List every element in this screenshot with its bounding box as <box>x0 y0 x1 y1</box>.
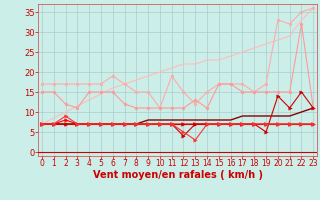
X-axis label: Vent moyen/en rafales ( km/h ): Vent moyen/en rafales ( km/h ) <box>92 170 263 180</box>
